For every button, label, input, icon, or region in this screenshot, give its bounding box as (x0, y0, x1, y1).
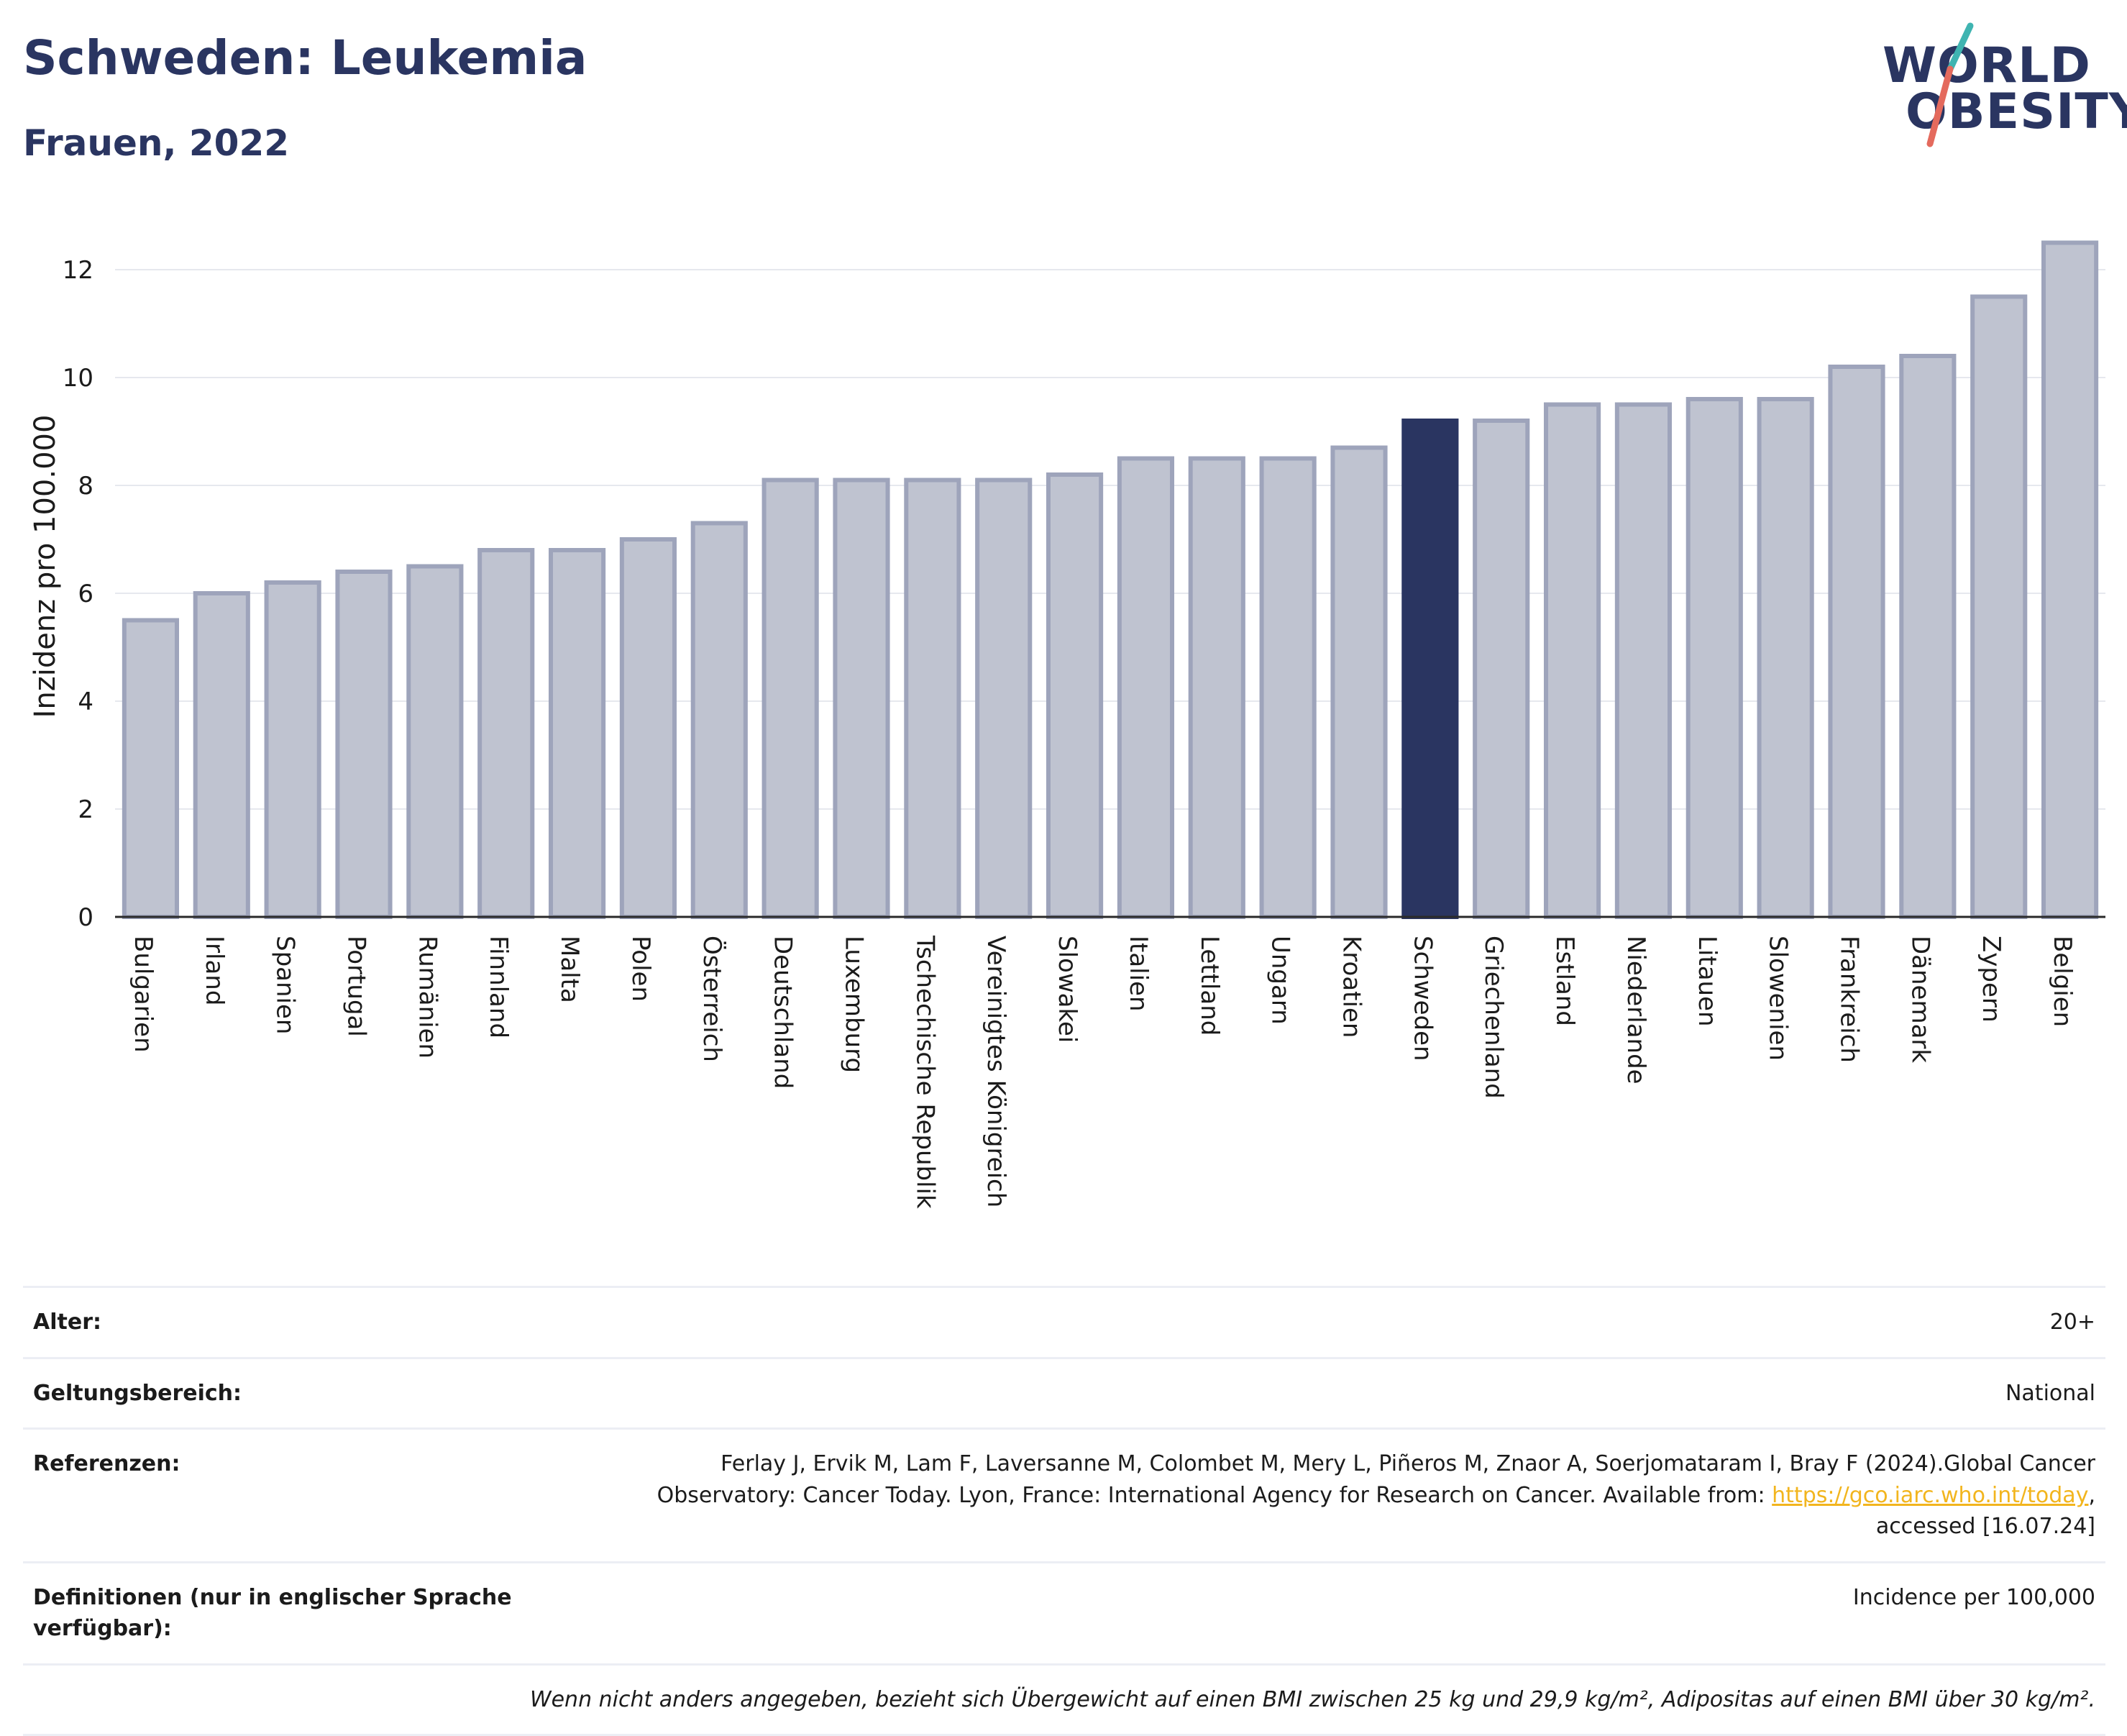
bar-ungarn (1262, 459, 1314, 918)
bar-polen (622, 539, 674, 917)
y-tick-label: 8 (78, 472, 93, 501)
x-tick-label: Kroatien (1337, 936, 1366, 1038)
bars (124, 243, 2096, 918)
info-row-references: Referenzen: Ferlay J, Ervik M, Lam F, La… (23, 1427, 2105, 1561)
bar-chart: 0 2 4 6 8 10 12 Bulgarien Irland Spanien Portugal… (0, 187, 2127, 1266)
logo-slash-icon (1870, 22, 2107, 151)
world-obesity-logo: WORLD OBESITY (1870, 22, 2107, 151)
bar-griechenland (1475, 421, 1527, 917)
chart-subtitle: Frauen, 2022 (23, 122, 289, 164)
y-tick-label: 2 (78, 795, 93, 824)
x-axis-labels: Bulgarien Irland Spanien Portugal Rumänien Fi… (129, 935, 2077, 1209)
bar-portugal (337, 572, 390, 917)
bar-spanien (267, 583, 319, 917)
bar-kroatien (1332, 448, 1385, 918)
y-axis-label: Inzidenz pro 100.000 (29, 415, 62, 718)
bar-slowenien (1760, 399, 1812, 917)
reference-line-3: accessed [16.07.24] (551, 1511, 2095, 1543)
y-tick-label: 6 (78, 580, 93, 608)
info-table: Alter: 20+ Geltungsbereich: National Ref… (23, 1286, 2105, 1736)
y-tick-label: 0 (78, 903, 93, 932)
bar-bulgarien (124, 621, 177, 918)
bar-lettland (1191, 459, 1243, 918)
x-tick-label: Lettland (1195, 936, 1224, 1036)
bar-vereinigtes-königreich (977, 480, 1030, 918)
x-tick-label: Malta (555, 936, 584, 1003)
info-label-definitions: Definitionen (nur in englischer Sprache … (33, 1582, 551, 1645)
reference-line-2-end: , (2088, 1483, 2095, 1508)
bar-irland (196, 593, 248, 917)
y-tick-label: 4 (78, 687, 93, 716)
bar-malta (551, 550, 603, 917)
bar-finnland (480, 550, 532, 917)
info-value-definitions: Incidence per 100,000 (551, 1582, 2095, 1645)
bar-belgien (2044, 243, 2096, 918)
bar-deutschland (764, 480, 817, 918)
bar-estland (1546, 405, 1598, 918)
info-value-age: 20+ (551, 1307, 2095, 1338)
x-tick-label: Deutschland (769, 936, 797, 1089)
x-tick-label: Ungarn (1266, 936, 1295, 1025)
x-tick-label: Irland (200, 936, 229, 1005)
info-label-age: Alter: (33, 1307, 551, 1338)
info-label-references: Referenzen: (33, 1448, 551, 1543)
info-label-scope: Geltungsbereich: (33, 1378, 551, 1410)
x-tick-label: Rumänien (413, 936, 442, 1059)
info-row-scope: Geltungsbereich: National (23, 1357, 2105, 1428)
x-tick-label: Portugal (342, 936, 371, 1037)
x-tick-label: Zypern (1977, 936, 2005, 1023)
bar-rumänien (408, 567, 461, 918)
info-value-scope: National (551, 1378, 2095, 1410)
x-tick-label: Griechenland (1479, 936, 1508, 1099)
info-row-age: Alter: 20+ (23, 1286, 2105, 1357)
bar-niederlande (1617, 405, 1670, 918)
info-value-references: Ferlay J, Ervik M, Lam F, Laversanne M, … (551, 1448, 2095, 1543)
x-tick-label: Belgien (2048, 936, 2077, 1027)
x-tick-label: Slowakei (1053, 936, 1081, 1043)
y-axis-ticks: 0 2 4 6 8 10 12 (63, 256, 93, 932)
x-tick-label: Finnland (484, 936, 513, 1038)
x-tick-label: Slowenien (1764, 936, 1793, 1061)
x-tick-label: Litauen (1693, 936, 1721, 1027)
reference-line-2-text: Observatory: Cancer Today. Lyon, France:… (657, 1483, 1773, 1508)
x-tick-label: Dänemark (1906, 936, 1934, 1063)
info-row-definitions: Definitionen (nur in englischer Sprache … (23, 1561, 2105, 1663)
bar-litauen (1688, 399, 1741, 917)
bar-slowakei (1048, 475, 1101, 917)
x-tick-label: Estland (1550, 936, 1579, 1026)
bar-zypern (1972, 297, 2025, 918)
x-tick-label: Vereinigtes Königreich (982, 936, 1010, 1207)
y-tick-label: 12 (63, 256, 93, 285)
x-tick-label: Tschechische Republik (910, 935, 939, 1209)
bar-italien (1120, 459, 1172, 918)
x-tick-label: Österreich (697, 936, 727, 1062)
reference-line-1: Ferlay J, Ervik M, Lam F, Laversanne M, … (551, 1448, 2095, 1480)
x-tick-label: Luxemburg (840, 936, 869, 1073)
bar-schweden (1404, 421, 1456, 917)
x-tick-label: Frankreich (1835, 936, 1864, 1063)
bar-tschechische-republik (906, 480, 959, 918)
reference-link[interactable]: https://gco.iarc.who.int/today (1772, 1483, 2088, 1508)
bar-dänemark (1901, 356, 1954, 917)
bar-frankreich (1830, 367, 1883, 917)
chart-title: Schweden: Leukemia (23, 30, 587, 86)
info-row-footnote: Wenn nicht anders angegeben, bezieht sic… (23, 1663, 2105, 1736)
x-tick-label: Niederlande (1621, 936, 1650, 1084)
footnote-text: Wenn nicht anders angegeben, bezieht sic… (33, 1684, 2095, 1716)
bar-österreich (693, 524, 746, 918)
x-tick-label: Schweden (1408, 936, 1437, 1061)
x-tick-label: Italien (1124, 936, 1153, 1012)
bar-luxemburg (835, 480, 887, 918)
x-tick-label: Bulgarien (129, 936, 157, 1053)
y-tick-label: 10 (63, 364, 93, 393)
x-tick-label: Spanien (271, 936, 300, 1034)
x-tick-label: Polen (626, 936, 655, 1002)
reference-line-2: Observatory: Cancer Today. Lyon, France:… (551, 1480, 2095, 1512)
